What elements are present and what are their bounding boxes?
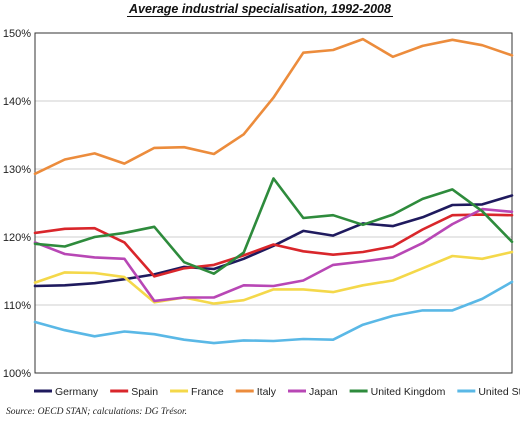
legend-label-united-kingdom: United Kingdom xyxy=(371,386,446,398)
y-tick-label: 120% xyxy=(3,232,31,244)
chart-title-text: Average industrial specialisation, 1992-… xyxy=(127,2,393,17)
legend: Germany Spain France Italy Japan United Kingd… xyxy=(34,386,520,398)
series-line-france xyxy=(33,250,514,305)
legend-label-france: France xyxy=(191,386,224,398)
legend-label-spain: Spain xyxy=(131,386,158,398)
y-axis-ticks: 100% 110% 120% 130% 140% 150% xyxy=(3,28,31,380)
series-line-germany xyxy=(33,194,514,288)
series-line-united-states xyxy=(33,280,514,345)
legend-label-germany: Germany xyxy=(55,386,99,398)
y-tick-label: 110% xyxy=(4,300,32,312)
gridlines xyxy=(35,100,512,306)
plot-frame xyxy=(34,32,513,374)
y-tick-label: 130% xyxy=(3,164,31,176)
series-line-united-kingdom xyxy=(33,177,514,276)
series-line-italy xyxy=(33,37,514,176)
y-tick-label: 140% xyxy=(3,96,31,108)
y-tick-label: 100% xyxy=(3,368,31,380)
y-tick-label: 150% xyxy=(3,28,31,40)
legend-label-united-states: United States xyxy=(478,386,520,398)
series-line-spain xyxy=(33,213,514,278)
series-line-japan xyxy=(33,207,514,303)
legend-label-italy: Italy xyxy=(257,386,277,398)
chart-title: Average industrial specialisation, 1992-… xyxy=(0,2,520,17)
legend-label-japan: Japan xyxy=(309,386,338,398)
source-note: Source: OECD STAN; calculations: DG Trés… xyxy=(6,407,188,417)
series-lines xyxy=(33,37,514,345)
